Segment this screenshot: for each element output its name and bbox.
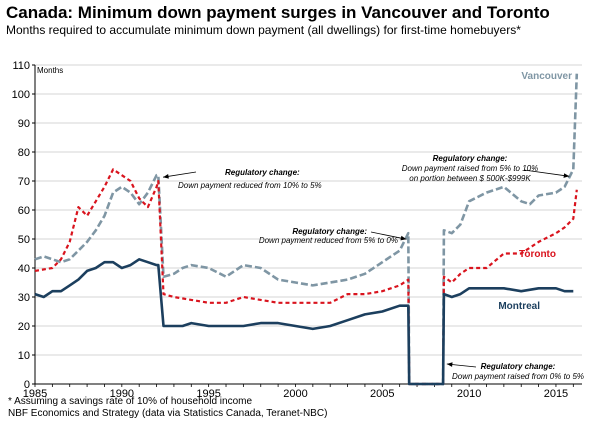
series-line-toronto	[34, 168, 578, 386]
y-tick-label: 40	[18, 263, 30, 275]
y-tick-label: 0	[24, 379, 30, 391]
chart-subtitle: Months required to accumulate minimum do…	[6, 23, 521, 37]
x-tick-label: 2015	[544, 388, 568, 400]
annotation-3-arrow	[523, 169, 570, 177]
annotation-2-arrow-head	[400, 235, 407, 241]
annotation-4-heading: Regulatory change:	[481, 362, 556, 371]
x-tick-label: 1990	[110, 388, 134, 400]
y-tick-label: 30	[18, 292, 30, 304]
annotation-1-arrow-head	[163, 174, 169, 179]
annotation-4-arrow-head	[446, 362, 453, 367]
x-tick-label: 2010	[457, 388, 481, 400]
x-tick-label: 1995	[196, 388, 220, 400]
y-tick-label: 90	[18, 118, 30, 130]
x-tick-label: 2000	[283, 388, 307, 400]
series-line-vancouver	[34, 73, 579, 386]
annotation-1-heading: Regulatory change:	[225, 168, 300, 177]
y-axis-label: Months	[37, 66, 63, 75]
y-tick-label: 10	[18, 350, 30, 362]
annotation-2-heading: Regulatory change:	[292, 227, 367, 236]
y-tick-label: 50	[18, 234, 30, 246]
series-label-vancouver: Vancouver	[521, 71, 572, 82]
chart-title: Canada: Minimum down payment surges in V…	[6, 3, 550, 22]
x-tick-label: 2005	[370, 388, 394, 400]
series-label-montreal: Montreal	[498, 301, 540, 312]
source-note: NBF Economics and Strategy (data via Sta…	[8, 408, 328, 419]
y-tick-label: 100	[12, 89, 30, 101]
annotation-3-arrow-head	[563, 173, 570, 178]
annotation-4-text: Down payment raised from 0% to 5%	[452, 372, 584, 381]
annotation-2-text: Down payment reduced from 5% to 0%	[259, 236, 398, 245]
annotation-1-arrow	[162, 171, 197, 178]
y-tick-label: 20	[18, 321, 30, 333]
series-line-montreal	[34, 257, 574, 386]
annotation-2-arrow	[370, 231, 407, 240]
y-tick-label: 60	[18, 205, 30, 217]
y-tick-label: 70	[18, 176, 30, 188]
footnote: * Assuming a savings rate of 10% of hous…	[8, 396, 253, 407]
annotation-1-text: Down payment reduced from 10% to 5%	[178, 181, 322, 190]
y-tick-label: 110	[12, 60, 30, 72]
y-tick-label: 80	[18, 147, 30, 159]
x-tick-label: 1985	[23, 388, 47, 400]
annotation-3-text-2: on portion between $ 500K-$999K	[409, 174, 531, 183]
annotation-3-heading: Regulatory change:	[433, 154, 508, 163]
annotation-3-text: Down payment raised from 5% to 10%	[402, 164, 539, 173]
series-label-toronto: Toronto	[519, 249, 556, 260]
